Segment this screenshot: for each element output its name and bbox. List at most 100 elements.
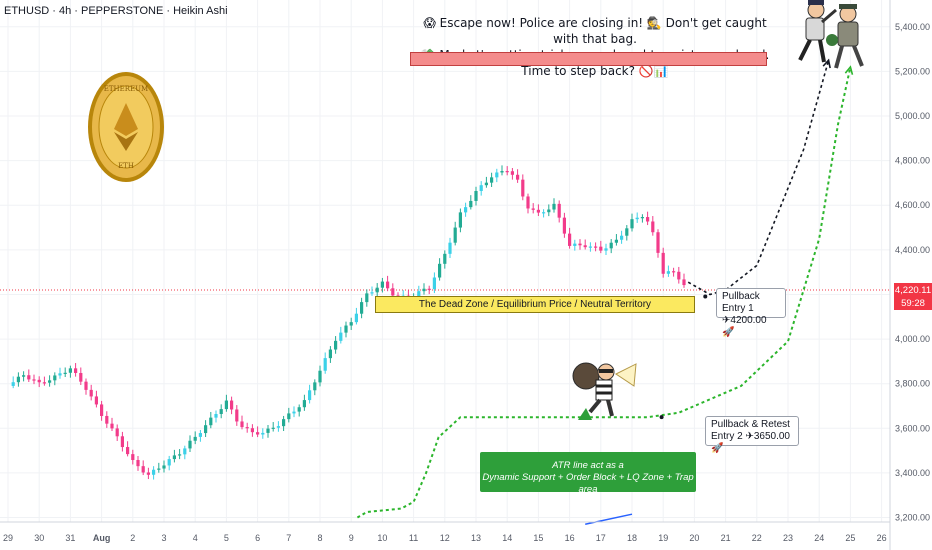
- candle-body: [261, 432, 265, 435]
- candle-body: [464, 207, 468, 213]
- candle-body: [542, 212, 546, 214]
- candle-body: [354, 313, 358, 323]
- x-tick-label: 14: [502, 533, 512, 543]
- candle-body: [178, 454, 182, 456]
- y-tick-label: 3,800.00: [895, 379, 930, 389]
- candle-body: [214, 414, 218, 418]
- y-tick-label: 3,400.00: [895, 468, 930, 478]
- candle-body: [360, 302, 364, 314]
- x-tick-label: 5: [224, 533, 229, 543]
- candle-body: [167, 459, 171, 466]
- x-tick-label: 11: [409, 533, 418, 543]
- y-tick-label: 3,200.00: [895, 513, 930, 523]
- candle-body: [198, 433, 202, 437]
- candle-body: [297, 407, 301, 412]
- candle-body: [328, 349, 332, 359]
- entry1-line-2: ✈4200.00 🚀: [722, 315, 767, 338]
- candle-body: [453, 227, 457, 243]
- candle-body: [84, 381, 88, 390]
- trend-segment: [585, 513, 633, 525]
- pullback-entry-2-callout: Pullback & Retest Entry 2 ✈3650.00 🚀: [705, 416, 799, 454]
- candle-body: [224, 400, 228, 410]
- candle-body: [604, 248, 608, 251]
- resistance-bar: [410, 52, 767, 66]
- x-tick-label: 19: [658, 533, 668, 543]
- candle-body: [573, 243, 577, 246]
- candle-body: [287, 413, 291, 420]
- x-tick-label: 4: [193, 533, 198, 543]
- candle-body: [219, 409, 223, 415]
- candle-body: [323, 358, 327, 371]
- candle-body: [458, 212, 462, 228]
- candle-body: [11, 382, 15, 386]
- headline-text: 😱 Escape now! Police are closing in! 🕵️ …: [410, 15, 780, 79]
- candle-body: [256, 432, 260, 435]
- candle-body: [94, 396, 98, 405]
- candle-body: [115, 428, 119, 437]
- current-price-label: 4,220.11 59:28: [894, 283, 932, 310]
- candle-body: [89, 389, 93, 397]
- x-tick-label: 22: [752, 533, 762, 543]
- projection-layer: [356, 58, 854, 525]
- atr-line-2: Dynamic Support + Order Block + LQ Zone …: [482, 472, 694, 495]
- candle-body: [120, 436, 124, 448]
- candle-body: [302, 400, 306, 408]
- candle-body: [276, 426, 280, 428]
- candle-body: [79, 372, 83, 382]
- candle-body: [443, 253, 447, 264]
- candle-body: [308, 390, 312, 401]
- candle-body: [448, 242, 452, 254]
- candle-body: [204, 425, 208, 434]
- svg-text:ETHEREUM: ETHEREUM: [104, 85, 148, 93]
- candle-body: [516, 174, 520, 180]
- arrow-head: [822, 58, 831, 69]
- y-tick-label: 4,800.00: [895, 156, 930, 166]
- candle-body: [469, 200, 473, 208]
- candle-body: [152, 469, 156, 475]
- candle-body: [141, 466, 145, 473]
- x-tick-label: 15: [533, 533, 543, 543]
- candle-body: [594, 246, 598, 248]
- candle-body: [635, 217, 639, 220]
- x-tick-label: 7: [286, 533, 291, 543]
- x-tick-label: 17: [596, 533, 606, 543]
- x-tick-label: 2: [130, 533, 135, 543]
- dead-zone-label: The Dead Zone / Equilibrium Price / Neut…: [375, 296, 695, 313]
- candle-body: [417, 291, 421, 297]
- thief-with-bag-icon: [572, 362, 637, 420]
- y-tick-label: 4,400.00: [895, 245, 930, 255]
- candle-body: [339, 332, 343, 341]
- x-tick-label: 8: [317, 533, 322, 543]
- candle-body: [526, 196, 530, 209]
- candle-body: [172, 455, 176, 460]
- candle-body: [63, 372, 67, 374]
- candle-body: [32, 379, 36, 381]
- candle-body: [557, 203, 561, 218]
- candle-body: [146, 472, 150, 475]
- candle-body: [588, 246, 592, 248]
- candle-body: [42, 382, 46, 384]
- x-tick-label: 13: [471, 533, 481, 543]
- candle-body: [240, 421, 244, 428]
- candle-body: [531, 208, 535, 210]
- x-tick-label: 21: [721, 533, 731, 543]
- candle-body: [427, 288, 431, 290]
- candle-body: [490, 177, 494, 183]
- candle-body: [58, 373, 62, 376]
- candle-body: [552, 203, 556, 210]
- x-tick-label: 23: [783, 533, 793, 543]
- x-tick-label: 31: [65, 533, 75, 543]
- candle-body: [266, 428, 270, 433]
- x-tick-label: 3: [161, 533, 166, 543]
- candle-body: [536, 209, 540, 213]
- candle-body: [230, 400, 234, 410]
- x-tick-label: 25: [845, 533, 855, 543]
- entry2-line-1: Pullback & Retest: [711, 419, 790, 430]
- atr-line: [356, 66, 852, 519]
- atr-line-1: ATR line act as a: [552, 460, 624, 471]
- x-tick-label: 29: [3, 533, 13, 543]
- candle-body: [682, 279, 686, 286]
- candle-body: [188, 440, 192, 449]
